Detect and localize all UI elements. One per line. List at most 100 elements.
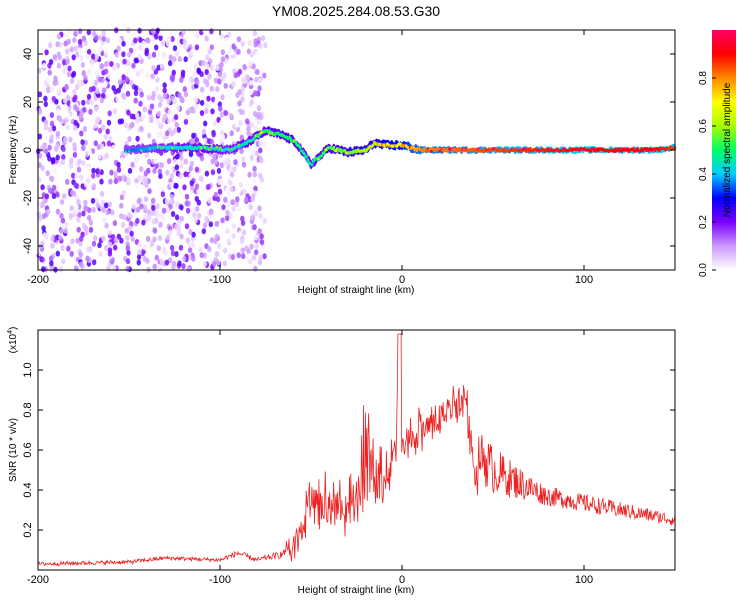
noise-blob [213, 77, 219, 84]
x-tick-label: -200 [27, 574, 49, 586]
noise-blob [73, 45, 79, 52]
noise-blob [240, 109, 245, 116]
noise-blob [92, 259, 97, 266]
noise-blob [189, 180, 194, 186]
colorbar-gradient [712, 30, 736, 270]
noise-blob [49, 260, 54, 267]
noise-blob [219, 111, 224, 118]
noise-blob [83, 199, 88, 206]
noise-blob [61, 223, 66, 230]
noise-blob [229, 186, 234, 193]
noise-blob [151, 205, 156, 211]
noise-blob [239, 148, 244, 155]
noise-blob [72, 124, 78, 131]
noise-blob [109, 61, 114, 67]
noise-blob [93, 79, 99, 86]
noise-blob [135, 206, 141, 213]
x-tick-label: 100 [575, 274, 593, 286]
noise-blob [61, 146, 66, 153]
noise-blob [130, 236, 135, 242]
noise-blob [160, 191, 166, 198]
noise-blob [229, 171, 235, 178]
noise-blob [109, 169, 114, 176]
noise-blob [253, 41, 258, 48]
noise-blob [248, 89, 254, 96]
noise-blob [48, 255, 54, 262]
noise-blob [97, 242, 102, 249]
noise-blob [158, 173, 163, 180]
noise-blob [145, 257, 150, 264]
noise-blob [199, 71, 204, 78]
noise-blob [104, 245, 109, 251]
noise-blob [36, 250, 42, 256]
noise-blob [93, 122, 98, 129]
noise-blob [253, 265, 258, 272]
noise-blob [77, 47, 83, 54]
noise-blob [141, 114, 146, 120]
noise-blob [251, 149, 256, 156]
noise-blob [58, 234, 63, 241]
noise-blob [97, 76, 103, 83]
noise-blob [231, 223, 236, 229]
noise-blob [95, 202, 100, 209]
noise-blob [108, 178, 113, 185]
noise-blob [41, 266, 46, 273]
noise-blob [183, 158, 188, 165]
noise-blob [53, 168, 58, 174]
noise-blob [168, 229, 173, 236]
noise-blob [121, 78, 126, 85]
y-tick-label: 20 [22, 96, 34, 108]
noise-blob [179, 233, 184, 240]
noise-blob [191, 107, 196, 114]
noise-blob [98, 250, 103, 257]
noise-blob [95, 88, 100, 95]
noise-blob [111, 144, 116, 151]
ridge-core [446, 149, 449, 153]
noise-blob [185, 207, 191, 214]
noise-blob [193, 217, 198, 224]
noise-blob [165, 169, 170, 176]
noise-blob [174, 201, 180, 207]
noise-blob [156, 245, 161, 252]
noise-blob [165, 234, 171, 241]
noise-blob [120, 150, 125, 157]
noise-blob [56, 62, 61, 69]
noise-blob [150, 27, 156, 34]
noise-blob [199, 110, 205, 116]
noise-blob [210, 158, 215, 165]
noise-blob [78, 113, 83, 120]
noise-blob [68, 213, 74, 220]
noise-blob [210, 169, 216, 176]
noise-blob [113, 63, 118, 70]
ridge-core [523, 147, 527, 151]
noise-blob [44, 233, 49, 240]
noise-blob [103, 61, 109, 68]
ridge-core [339, 148, 342, 152]
x-tick-label: 0 [399, 574, 405, 586]
noise-blob [223, 82, 228, 89]
noise-blob [232, 166, 237, 173]
noise-blob [211, 96, 216, 103]
noise-blob [131, 62, 136, 69]
noise-blob [173, 114, 179, 121]
noise-blob [142, 204, 147, 211]
noise-blob [80, 139, 85, 146]
noise-blob [231, 205, 236, 212]
noise-blob [239, 237, 245, 244]
noise-blob [198, 91, 204, 98]
noise-blob [247, 253, 253, 260]
spectrogram-y-ticks: -40 -20 0 20 40 [22, 48, 675, 254]
noise-blob [252, 30, 258, 37]
noise-blob [251, 178, 257, 185]
snr-y-label: SNR (10 * v/v) [8, 418, 19, 482]
noise-blob [162, 82, 167, 89]
noise-blob [78, 251, 84, 258]
noise-blob [220, 49, 226, 56]
noise-blob [151, 51, 157, 58]
noise-blob [228, 180, 233, 186]
noise-blob [72, 142, 77, 148]
noise-blob [214, 97, 219, 104]
noise-blob [213, 191, 218, 198]
noise-blob [164, 259, 170, 266]
noise-blob [59, 212, 64, 219]
